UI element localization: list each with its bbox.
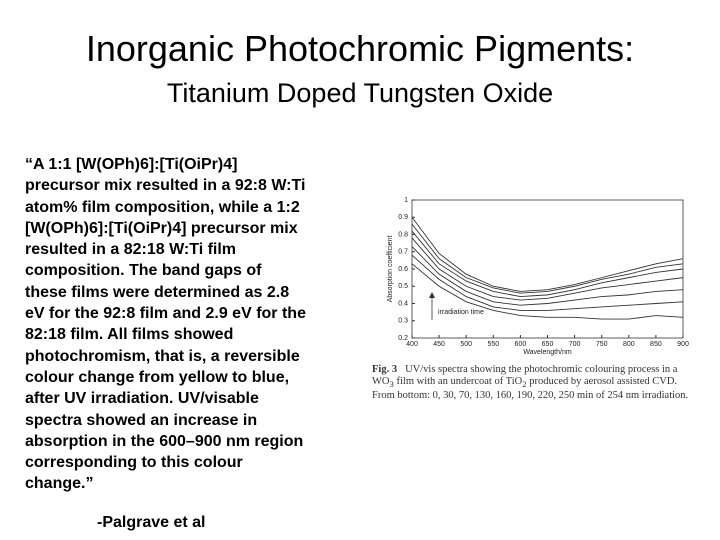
chart: 0.2 0.3 0.4 0.5 0.6 0.7 0.8 0.9 1 400 450 500 550 600… bbox=[387, 197, 689, 356]
x-tick-label: 850 bbox=[650, 341, 662, 348]
x-tick-label: 450 bbox=[433, 341, 445, 348]
caption-part: produced by aerosol assisted CVD. From b… bbox=[372, 376, 689, 402]
y-axis-label: Absorption coefficient bbox=[387, 236, 394, 303]
title: Inorganic Photochromic Pigments: bbox=[85, 28, 635, 69]
spectrum-line bbox=[411, 223, 684, 294]
quote-line: [W(OPh)6]:[Ti(OiPr)4] precursor mix bbox=[25, 219, 298, 237]
quote-line: change.” bbox=[25, 475, 94, 493]
x-tick-label: 800 bbox=[623, 341, 635, 348]
quote-line: resulted in a 82:18 W:Ti film bbox=[25, 241, 237, 259]
x-axis-label: Wavelength/nm bbox=[523, 349, 572, 356]
quote-line: after UV irradiation. UV/visable bbox=[25, 390, 259, 408]
caption-part: film with an undercoat of TiO bbox=[393, 376, 523, 387]
x-tick-label: 600 bbox=[515, 341, 527, 348]
x-tick-label: 650 bbox=[542, 341, 554, 348]
y-tick-label: 0.9 bbox=[398, 214, 408, 221]
quote-line: absorption in the 600–900 nm region bbox=[25, 432, 304, 450]
caption-part: Fig. 3 bbox=[372, 364, 398, 375]
spectrum-line bbox=[411, 237, 684, 301]
quote-line: precursor mix resulted in a 92:8 W:Ti bbox=[25, 177, 306, 195]
y-tick-label: 1 bbox=[404, 197, 408, 204]
spectrum-line bbox=[411, 230, 684, 298]
quote-line: eV for the 92:8 film and 2.9 eV for the bbox=[25, 305, 306, 323]
y-tick-label: 0.7 bbox=[398, 249, 408, 256]
subtitle: Titanium Doped Tungsten Oxide bbox=[166, 78, 554, 108]
x-tick-label: 900 bbox=[677, 341, 689, 348]
x-tick-label: 700 bbox=[569, 341, 581, 348]
caption-part: 3 bbox=[389, 379, 394, 390]
y-tick-label: 0.3 bbox=[398, 318, 408, 325]
quote-line: composition. The band gaps of bbox=[25, 262, 262, 280]
y-tick-label: 0.6 bbox=[398, 266, 408, 273]
quote-line: these films were determined as 2.8 bbox=[25, 283, 290, 301]
quote-line: “A 1:1 [W(OPh)6]:[Ti(OiPr)4] bbox=[25, 156, 238, 173]
author: -Palgrave et al bbox=[97, 514, 206, 531]
x-tick-label: 400 bbox=[406, 341, 418, 348]
caption-part: 2 bbox=[522, 379, 527, 390]
quote-line: corresponding to this colour bbox=[25, 454, 243, 472]
spectrum-line bbox=[411, 263, 684, 320]
y-tick-label: 0.5 bbox=[398, 283, 408, 290]
x-tick-label: 750 bbox=[596, 341, 608, 348]
y-tick-label: 0.8 bbox=[398, 231, 408, 238]
annotation: irradiation time bbox=[438, 309, 484, 316]
x-tick-label: 550 bbox=[487, 341, 499, 348]
quote-line: spectra showed an increase in bbox=[25, 411, 258, 429]
quote-line: atom% film composition, while a 1:2 bbox=[25, 198, 300, 216]
quote: “A 1:1 [W(OPh)6]:[Ti(OiPr)4] precursor mi… bbox=[25, 154, 306, 495]
spectrum-line bbox=[411, 216, 684, 292]
spectrum-line bbox=[411, 254, 684, 311]
y-tick-label: 0.2 bbox=[398, 335, 408, 342]
figure-caption: Fig. 3 UV/vis spectra showing the photoch… bbox=[372, 364, 692, 402]
y-tick-label: 0.4 bbox=[398, 300, 408, 307]
quote-line: photochromism, that is, a reversible bbox=[25, 347, 300, 365]
quote-line: 82:18 film. All films showed bbox=[25, 326, 234, 344]
spectrum-line bbox=[411, 246, 684, 306]
quote-line: colour change from yellow to blue, bbox=[25, 368, 290, 386]
x-tick-label: 500 bbox=[460, 341, 472, 348]
caption-part: UV/vis spectra showing the photochromic … bbox=[372, 364, 678, 387]
arrow-head bbox=[429, 292, 435, 298]
